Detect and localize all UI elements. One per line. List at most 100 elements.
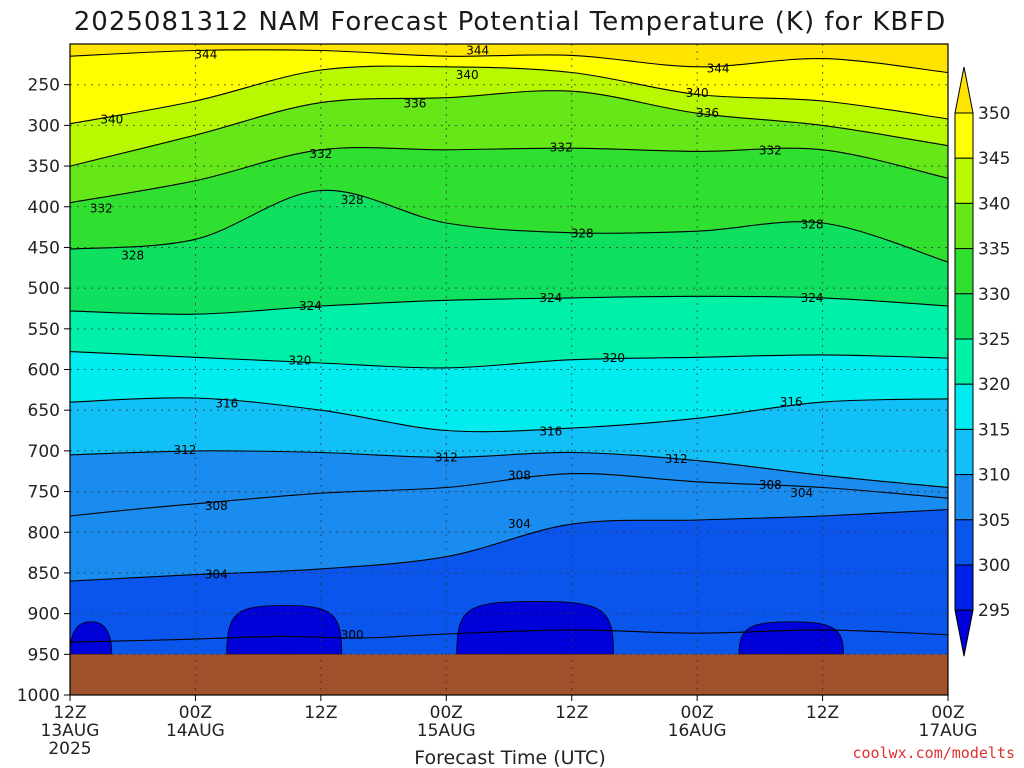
- contour-label: 304: [790, 486, 813, 500]
- contour-label: 344: [707, 61, 730, 75]
- colorbar-segment: [954, 564, 974, 611]
- contour-344: [69, 49, 949, 74]
- x-tick-label: 15AUG: [417, 721, 476, 741]
- y-tick-label: 350: [28, 157, 60, 177]
- contour-label: 340: [686, 86, 709, 100]
- contour-label: 344: [194, 48, 217, 62]
- contour-316: [69, 397, 949, 433]
- colorbar-label: 330: [978, 285, 1010, 305]
- x-tick-label: 00Z: [430, 703, 463, 723]
- contour-324: [69, 295, 949, 315]
- colorbar-label: 295: [978, 601, 1010, 621]
- colorbar-label: 335: [978, 240, 1010, 260]
- colorbar-segment: [954, 202, 974, 250]
- colorbar-segment: [954, 112, 974, 159]
- y-tick-label: 950: [28, 645, 60, 665]
- colorbar-label: 325: [978, 330, 1010, 350]
- x-tick-label: 13AUG: [41, 721, 100, 741]
- colorbar-label: 315: [978, 420, 1010, 440]
- x-tick-label: 00Z: [179, 703, 212, 723]
- cold-pocket-3: [738, 621, 844, 655]
- contour-label: 320: [602, 351, 625, 365]
- contour-300: [69, 629, 949, 643]
- contour-340: [69, 65, 949, 125]
- contour-label: 304: [508, 517, 531, 531]
- contour-label: 328: [341, 193, 364, 207]
- contour-label: 332: [90, 201, 113, 215]
- x-tick-label: 12Z: [806, 703, 839, 723]
- colorbar-label: 300: [978, 556, 1010, 576]
- colorbar-label: 310: [978, 466, 1010, 486]
- contour-label: 332: [550, 140, 573, 154]
- y-tick-label: 600: [28, 361, 60, 381]
- colorbar-label: 345: [978, 149, 1010, 169]
- contour-304: [69, 508, 949, 582]
- x-tick-label: 14AUG: [166, 721, 225, 741]
- contour-label: 316: [539, 424, 562, 438]
- colorbar-bottom-arrow: [954, 609, 974, 657]
- colorbar-segment: [954, 383, 974, 430]
- y-tick-label: 1000: [17, 686, 60, 706]
- ground-layer: [70, 654, 948, 695]
- contour-label: 340: [100, 113, 123, 127]
- colorbar-segment: [954, 293, 974, 340]
- contour-label: 344: [466, 44, 489, 58]
- y-tick-label: 500: [28, 279, 60, 299]
- credit-text: coolwx.com/modelts: [852, 744, 1015, 762]
- contour-label: 340: [456, 68, 479, 82]
- contour-label: 312: [665, 452, 688, 466]
- x-tick-label: 00Z: [931, 703, 964, 723]
- colorbar-segment: [954, 248, 974, 295]
- x-tick-label: 00Z: [681, 703, 714, 723]
- contour-label: 300: [341, 628, 364, 642]
- colorbar-label: 320: [978, 375, 1010, 395]
- colorbar-top-arrow: [954, 66, 974, 114]
- contour-308: [69, 473, 949, 517]
- colorbar-segment: [954, 474, 974, 521]
- contour-label: 320: [288, 354, 311, 368]
- colorbar-segment: [954, 338, 974, 385]
- contour-label: 308: [508, 468, 531, 482]
- contour-label: 312: [174, 443, 197, 457]
- contour-label: 316: [780, 395, 803, 409]
- contour-label: 328: [121, 249, 144, 263]
- colorbar: 350 345 340 335 330 325 320 315 310 305 300 295: [954, 66, 1010, 657]
- y-tick-label: 700: [28, 442, 60, 462]
- contour-label: 324: [299, 299, 322, 313]
- y-tick-label: 900: [28, 605, 60, 625]
- y-tick-label: 450: [28, 238, 60, 258]
- y-tick-label: 300: [28, 116, 60, 136]
- colorbar-segment: [954, 428, 974, 476]
- y-tick-label: 650: [28, 401, 60, 421]
- y-tick-label: 750: [28, 483, 60, 503]
- colorbar-label: 305: [978, 511, 1010, 531]
- contour-label: 336: [696, 106, 719, 120]
- x-tick-label: 17AUG: [919, 721, 978, 741]
- y-axis: 250 300 350 400 450 500 550 600 650 700 750 800 850 9…: [17, 76, 70, 706]
- colorbar-label: 340: [978, 194, 1010, 214]
- x-tick-label: 12Z: [53, 703, 86, 723]
- x-axis-title: Forecast Time (UTC): [414, 747, 605, 768]
- contour-332: [69, 147, 949, 204]
- contour-label: 316: [215, 397, 238, 411]
- x-tick-label: 16AUG: [668, 721, 727, 741]
- chart-title: 2025081312 NAM Forecast Potential Temper…: [74, 7, 947, 37]
- contour-label: 332: [309, 147, 332, 161]
- contour-312: [69, 450, 949, 489]
- contour-label: 324: [801, 291, 824, 305]
- y-tick-label: 850: [28, 564, 60, 584]
- colorbar-segment: [954, 157, 974, 204]
- contour-label: 324: [539, 291, 562, 305]
- contour-label: 332: [759, 144, 782, 158]
- x-tick-label: 2025: [48, 739, 91, 759]
- contour-label: 308: [205, 499, 228, 513]
- contour-328: [69, 189, 949, 263]
- x-tick-label: 12Z: [555, 703, 588, 723]
- contour-320: [69, 351, 949, 369]
- contour-label: 312: [435, 450, 458, 464]
- y-tick-label: 250: [28, 76, 60, 96]
- contour-label: 304: [205, 568, 228, 582]
- y-tick-label: 800: [28, 523, 60, 543]
- contour-label: 308: [759, 478, 782, 492]
